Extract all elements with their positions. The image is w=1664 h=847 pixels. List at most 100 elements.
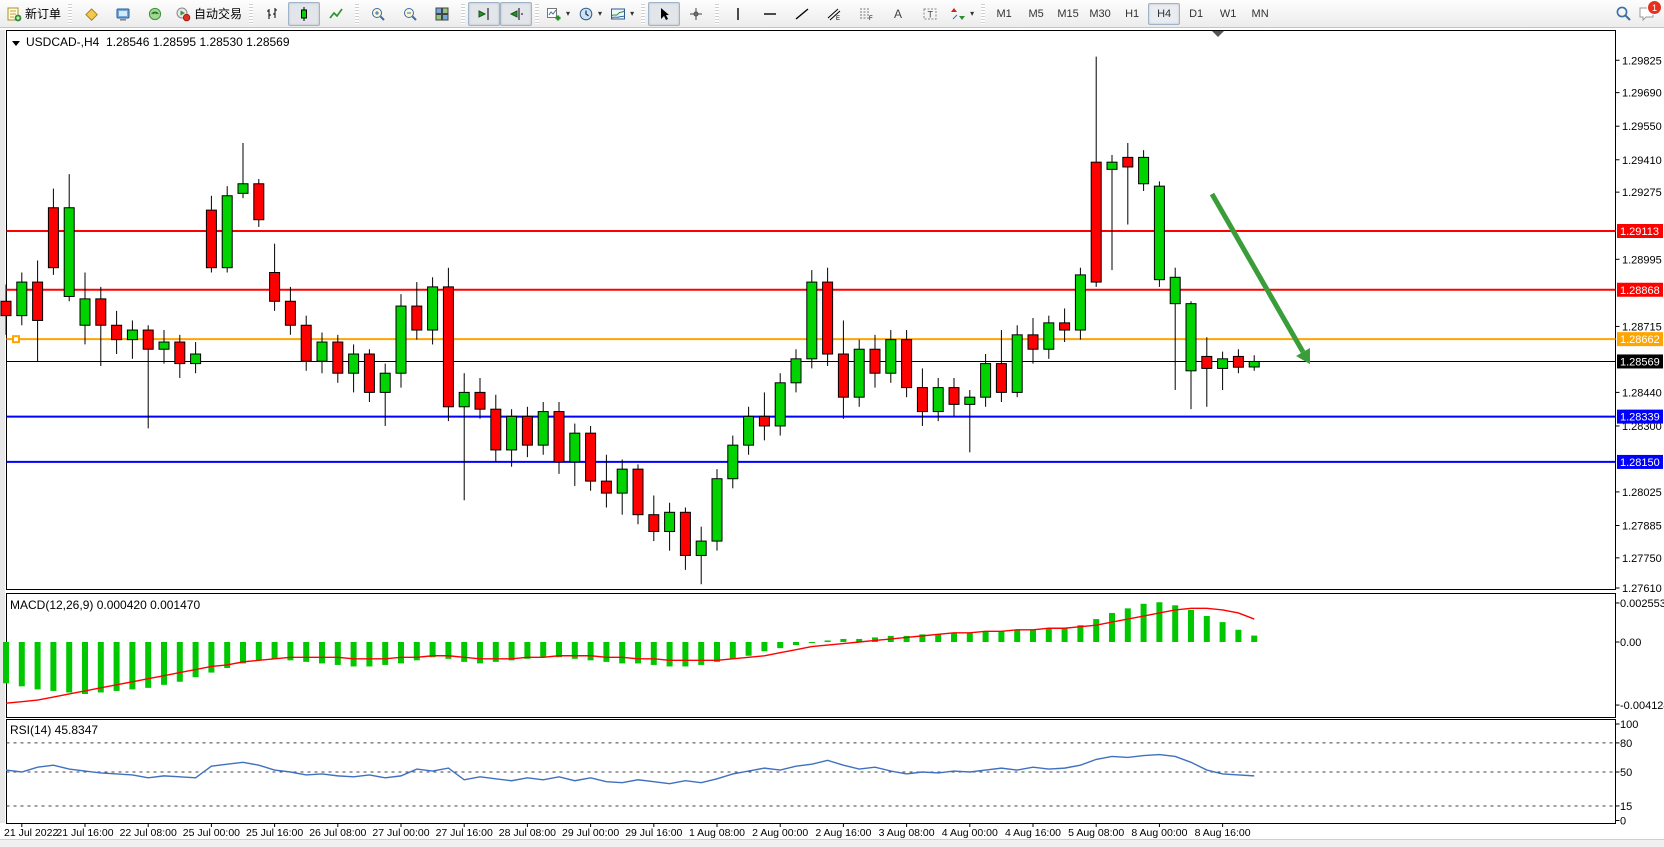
time-tick-label[interactable]: 8 Aug 00:00 bbox=[1131, 827, 1187, 839]
bear-candle bbox=[474, 391, 486, 410]
candle-chart-button[interactable] bbox=[288, 1, 321, 26]
time-tick-label[interactable]: 29 Jul 16:00 bbox=[625, 827, 682, 839]
time-tick-label[interactable]: 2 Aug 16:00 bbox=[815, 827, 871, 839]
time-tick-label[interactable]: 25 Jul 00:00 bbox=[183, 827, 240, 839]
time-tick-label[interactable]: 3 Aug 08:00 bbox=[879, 827, 935, 839]
timeframe-d1-button[interactable]: D1 bbox=[1189, 7, 1204, 20]
timeframe-m15-button[interactable]: M15 bbox=[1057, 7, 1079, 20]
macd-bar bbox=[951, 632, 957, 642]
chart-shift-marker[interactable] bbox=[1212, 31, 1224, 37]
bull-candle bbox=[63, 207, 75, 297]
timeframe-h1-button[interactable]: H1 bbox=[1125, 7, 1140, 20]
data-window-button[interactable] bbox=[107, 2, 139, 26]
time-tick-label[interactable]: 4 Aug 16:00 bbox=[1005, 827, 1061, 839]
chart-shift-button[interactable] bbox=[500, 1, 533, 26]
bear-candle bbox=[1122, 156, 1134, 168]
label-button[interactable]: T bbox=[914, 2, 946, 26]
new-order-icon bbox=[6, 6, 22, 22]
time-tick-label[interactable]: 2 Aug 00:00 bbox=[752, 827, 808, 839]
collapse-icon[interactable] bbox=[12, 41, 20, 46]
bull-candle bbox=[221, 195, 233, 269]
time-tick-label[interactable]: 29 Jul 00:00 bbox=[562, 827, 619, 839]
macd-bar bbox=[382, 642, 389, 665]
trend-arrow-annotation[interactable] bbox=[1209, 192, 1306, 354]
time-tick-label[interactable]: 27 Jul 00:00 bbox=[372, 827, 429, 839]
macd-bar bbox=[666, 642, 673, 667]
bear-candle bbox=[916, 387, 928, 413]
crosshair-icon bbox=[688, 6, 704, 22]
templates-button[interactable]: ▾ bbox=[606, 2, 638, 26]
macd-bar bbox=[1156, 602, 1163, 642]
time-tick-label[interactable]: 27 Jul 16:00 bbox=[436, 827, 493, 839]
timeframe-mn-button[interactable]: MN bbox=[1251, 7, 1269, 20]
chat-icon[interactable]: 1 bbox=[1638, 0, 1662, 22]
bar-chart-button[interactable] bbox=[256, 2, 288, 26]
macd-bar bbox=[1219, 622, 1226, 642]
horizontal-scrollbar[interactable] bbox=[0, 839, 1664, 847]
chart-window[interactable]: 1.29825 1.29690 1.29550 1.29410 1.29275 1.289… bbox=[0, 28, 1664, 847]
chart-canvas[interactable]: 1.29825 1.29690 1.29550 1.29410 1.29275 1.289… bbox=[0, 28, 1664, 847]
alerts-button[interactable] bbox=[139, 2, 171, 26]
time-tick-label[interactable]: 8 Aug 16:00 bbox=[1195, 827, 1251, 839]
macd-bar bbox=[176, 642, 183, 682]
time-tick-label[interactable]: 4 Aug 00:00 bbox=[942, 827, 998, 839]
trendline-button[interactable] bbox=[786, 2, 818, 26]
bear-candle bbox=[901, 339, 913, 389]
rsi-tick-label: 50 bbox=[1620, 767, 1632, 779]
autotrade-button[interactable]: 自动交易 bbox=[171, 2, 246, 26]
bear-candle bbox=[32, 281, 44, 321]
price-tick-label: 1.28300 bbox=[1622, 421, 1662, 433]
auto-scroll-button[interactable] bbox=[468, 1, 501, 26]
tile-windows-button[interactable] bbox=[426, 2, 458, 26]
tile-icon bbox=[434, 6, 450, 22]
time-tick-label[interactable]: 25 Jul 16:00 bbox=[246, 827, 303, 839]
macd-bar bbox=[1172, 605, 1179, 642]
crosshair-button[interactable] bbox=[680, 2, 712, 26]
search-icon[interactable] bbox=[1615, 5, 1632, 22]
dropdown-arrow-icon[interactable]: ▾ bbox=[566, 9, 571, 18]
time-tick-label[interactable]: 5 Aug 08:00 bbox=[1068, 827, 1124, 839]
channel-button[interactable]: E bbox=[818, 2, 850, 26]
vline-button[interactable] bbox=[722, 2, 754, 26]
macd-bar bbox=[224, 642, 231, 668]
text-button[interactable]: A bbox=[882, 2, 914, 26]
macd-bar bbox=[635, 642, 641, 664]
zoom-in-button[interactable] bbox=[362, 2, 394, 26]
timeframe-m1-button[interactable]: M1 bbox=[996, 7, 1012, 20]
time-tick-label[interactable]: 1 Aug 08:00 bbox=[689, 827, 745, 839]
price-line-badge-label: 1.28339 bbox=[1620, 412, 1660, 424]
time-tick-label[interactable]: 21 Jul 16:00 bbox=[56, 827, 113, 839]
macd-bar bbox=[556, 642, 562, 658]
bear-candle bbox=[363, 353, 375, 393]
macd-bar bbox=[240, 642, 246, 664]
chart-window-button[interactable] bbox=[75, 2, 107, 26]
line-chart-button[interactable] bbox=[320, 2, 352, 26]
dropdown-arrow-icon[interactable]: ▾ bbox=[970, 9, 975, 18]
timeframe-m5-button[interactable]: M5 bbox=[1028, 7, 1044, 20]
dropdown-arrow-icon[interactable]: ▾ bbox=[598, 9, 603, 18]
macd-bar bbox=[398, 642, 404, 664]
shapes-button[interactable]: ▾ bbox=[946, 2, 978, 26]
dropdown-arrow-icon[interactable]: ▾ bbox=[630, 9, 635, 18]
time-tick-label[interactable]: 21 Jul 2022 bbox=[4, 827, 58, 839]
bull-candle bbox=[664, 511, 676, 532]
time-tick-label[interactable]: 26 Jul 08:00 bbox=[309, 827, 366, 839]
new-order-button[interactable]: 新订单 bbox=[2, 2, 65, 26]
hline-handle[interactable] bbox=[12, 335, 20, 344]
timeframe-h4-button[interactable]: H4 bbox=[1148, 2, 1181, 25]
macd-panel[interactable] bbox=[6, 593, 1616, 718]
time-tick-label[interactable]: 22 Jul 08:00 bbox=[120, 827, 177, 839]
timeframe-w1-button[interactable]: W1 bbox=[1219, 7, 1237, 20]
macd-bar bbox=[271, 642, 278, 659]
zoom-out-button[interactable] bbox=[394, 2, 426, 26]
time-tick-label[interactable]: 28 Jul 08:00 bbox=[499, 827, 556, 839]
cursor-button[interactable] bbox=[648, 1, 681, 26]
bull-candle bbox=[569, 432, 581, 463]
price-line-badge-label: 1.28868 bbox=[1620, 285, 1660, 297]
timeframe-m30-button[interactable]: M30 bbox=[1089, 7, 1111, 20]
bull-candle bbox=[427, 286, 439, 331]
fibonacci-button[interactable]: F bbox=[850, 2, 882, 26]
periods-button[interactable]: ▾ bbox=[574, 2, 606, 26]
indicators-button[interactable]: ▾ bbox=[542, 2, 574, 26]
hline-button[interactable] bbox=[754, 2, 786, 26]
